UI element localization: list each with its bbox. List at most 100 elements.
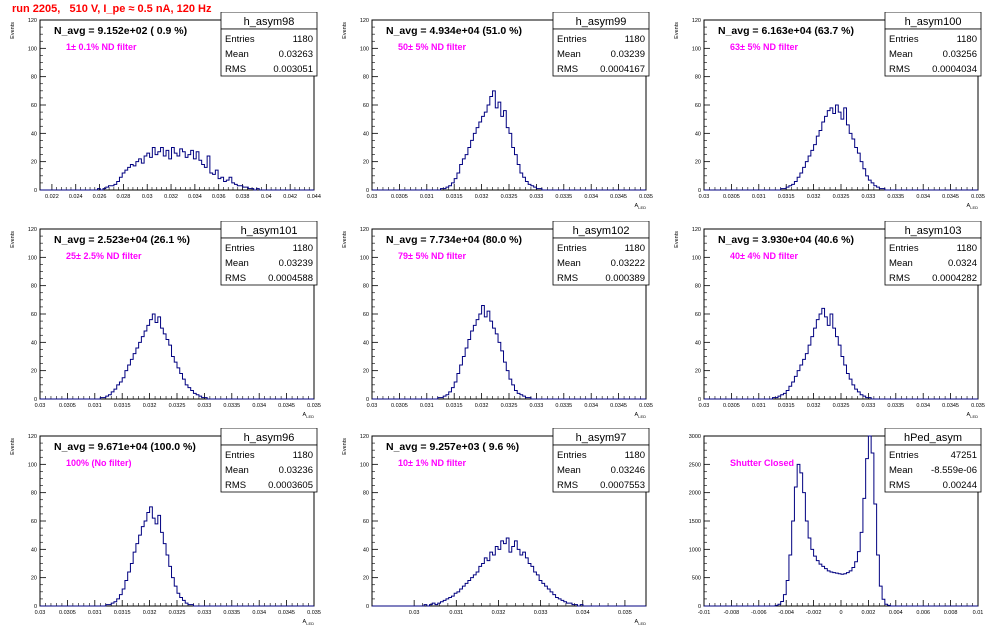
y-tick-label: 80 [31,284,37,290]
stats-label: RMS [557,273,578,284]
x-tick-label: 0.03 [35,403,46,409]
y-tick-label: 120 [360,434,369,440]
stats-label: Mean [225,258,249,269]
y-tick-label: 80 [363,75,369,81]
histogram-svg: 0 20 40 60 80 100 120 0.03 0.0305 0.031 0.0315 0.03… [342,12,653,210]
stats-box [552,444,650,493]
histogram-line [372,537,646,607]
y-tick-label: 100 [692,46,701,52]
stats-value: 0.003051 [273,64,313,75]
n-avg-label: N_avg = 7.734e+04 (80.0 %) [386,234,522,246]
y-tick-label: 0 [34,188,37,194]
x-tick-label: 0.034 [252,403,266,409]
n-avg-label: N_avg = 3.930e+04 (40.6 %) [718,234,854,246]
x-tick-label: 0.0335 [887,403,904,409]
histogram-pad-h_asym100: 0 20 40 60 80 100 120 0.03 0.0305 0.031 0.0315 0.03… [664,12,996,219]
x-tick-label: 0.0315 [446,403,463,409]
x-tick-label: 0.0345 [610,403,627,409]
x-tick-label: 0.0335 [223,403,240,409]
filter-annotation: 50± 5% ND filter [398,42,466,52]
n-avg-label: N_avg = 6.163e+04 (63.7 %) [718,25,854,37]
x-tick-label: 0.002 [862,610,876,616]
y-tick-label: 80 [31,75,37,81]
stats-box [884,444,982,493]
histogram-pad-h_asym103: 0 20 40 60 80 100 120 0.03 0.0305 0.031 0.0315 0.03… [664,221,996,428]
page-title: run 2205, 510 V, I_pe ≈ 0.5 nA, 120 Hz [12,3,212,15]
histogram-svg: 0 20 40 60 80 100 120 0.03 0.0305 0.031 0.0315 0.03… [674,12,985,210]
y-tick-label: 120 [28,434,37,440]
x-tick-label: 0.033 [534,610,548,616]
y-tick-label: 80 [363,491,369,497]
y-tick-label: 60 [363,519,369,525]
y-tick-label: 1500 [689,519,701,525]
x-tick-label: 0.03 [699,194,710,200]
y-tick-label: 100 [360,46,369,52]
y-tick-label: 80 [695,75,701,81]
x-tick-label: 0.035 [971,194,985,200]
y-tick-label: 120 [360,227,369,233]
x-tick-label: 0.0345 [942,194,959,200]
y-tick-label: 120 [360,18,369,24]
n-avg-label: N_avg = 4.934e+04 (51.0 %) [386,25,522,37]
stats-value: 47251 [951,450,977,461]
x-tick-label: 0.033 [198,403,212,409]
histogram-line [704,435,978,607]
x-tick-label: 0.0305 [391,403,408,409]
y-tick-label: 60 [695,103,701,109]
stats-label: Entries [557,450,587,461]
y-tick-label: 60 [31,312,37,318]
stats-value: -8.559e-06 [931,465,977,476]
x-tick-label: 0.031 [420,194,434,200]
filter-annotation: 79± 5% ND filter [398,251,466,261]
y-axis-label: Events [674,22,680,39]
y-tick-label: 0 [366,188,369,194]
y-tick-label: 0 [698,188,701,194]
stats-label: Mean [889,465,913,476]
y-tick-label: 40 [31,547,37,553]
y-tick-label: 120 [28,18,37,24]
y-axis-label: Events [674,231,680,248]
y-tick-label: 0 [34,397,37,403]
x-tick-label: 0.0325 [501,403,518,409]
x-tick-label: 0.0345 [942,403,959,409]
x-tick-label: 0.035 [618,610,632,616]
stats-label: RMS [889,64,910,75]
x-tick-label: 0.028 [117,194,131,200]
n-avg-label: N_avg = 2.523e+04 (26.1 %) [54,234,190,246]
x-tick-label: 0.0345 [278,403,295,409]
stats-value: 0.0004167 [600,64,645,75]
x-tick-label: 0.033 [198,610,212,616]
histogram-line [40,147,314,191]
y-tick-label: 60 [363,312,369,318]
x-tick-label: 0.008 [944,610,958,616]
x-tick-label: 0.04 [261,194,272,200]
x-tick-label: 0.036 [212,194,226,200]
y-tick-label: 120 [692,227,701,233]
histogram-svg: 0 20 40 60 80 100 120 0.03 0.0305 0.031 0.0315 0.03… [342,221,653,419]
x-tick-label: 0.0325 [169,610,186,616]
histogram-pad-h_asym97: 0 20 40 60 80 100 120 0.03 0.031 0.032 0.033 0.034 0… [332,428,664,635]
stats-label: RMS [225,64,246,75]
stats-label: Entries [889,450,919,461]
x-tick-label: 0.006 [916,610,930,616]
n-avg-label: N_avg = 9.257e+03 ( 9.6 %) [386,441,519,453]
histogram-name: hPed_asym [904,432,962,444]
stats-value: 0.0004034 [932,64,977,75]
histogram-svg: 0 20 40 60 80 100 120 0.03 0.0305 0.031 0.0315 0.03… [10,221,321,419]
stats-value: 0.0324 [948,258,977,269]
histogram-line [40,313,314,400]
y-axis-label: Events [10,438,16,455]
y-tick-label: 60 [31,103,37,109]
histogram-name: h_asym102 [573,225,630,237]
histogram-name: h_asym96 [244,432,295,444]
x-tick-label: -0.002 [806,610,822,616]
y-tick-label: 2500 [689,462,701,468]
x-tick-label: 0.032 [475,194,489,200]
y-axis-label: Events [10,22,16,39]
x-tick-label: 0.034 [916,194,930,200]
x-tick-label: 0 [839,610,842,616]
stats-value: 0.03239 [279,258,313,269]
x-tick-label: 0.034 [576,610,590,616]
y-tick-label: 100 [360,462,369,468]
histogram-svg: 0 20 40 60 80 100 120 0.03 0.0305 0.031 0.0315 0.03… [10,428,321,626]
